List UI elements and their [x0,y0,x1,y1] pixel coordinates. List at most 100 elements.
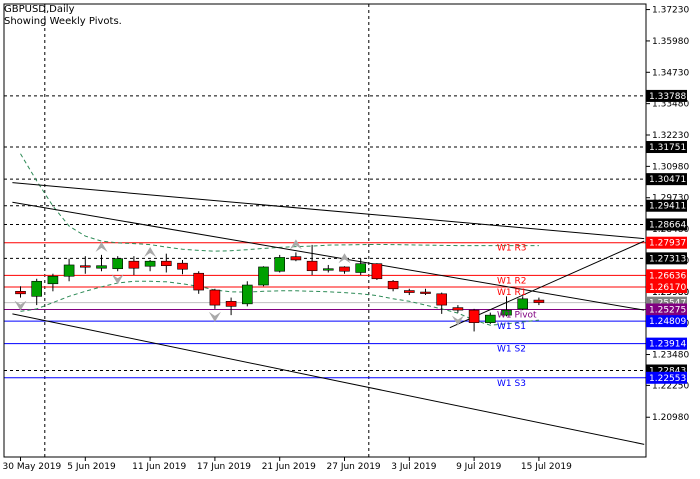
fractal-up-icon [95,241,108,252]
candle-body [80,265,91,268]
price-label-box [646,236,687,249]
candle-body [144,260,156,267]
candle-body [193,272,204,291]
candle-body [31,280,43,297]
price-label-box [646,89,687,102]
price-label-text: 1.23914 [649,340,686,350]
y-axis-tick-label: 1.29730 [652,194,689,204]
price-label-box [646,173,687,186]
trendline [12,201,645,311]
fractal-down-icon [14,300,27,311]
y-axis-tick-label: 1.30980 [652,162,689,172]
candle-body [242,284,253,305]
candle-body [371,263,383,280]
candle-body [112,258,123,270]
trendline [12,313,645,445]
pivot-label: W1 S1 [497,322,526,332]
price-label-text: 1.24809 [649,317,686,327]
candle-body [452,307,464,311]
y-axis-tick-label: 1.23480 [652,351,689,361]
price-label-box [646,337,687,350]
candle-body [47,275,59,285]
fractal-down-icon [451,315,464,326]
price-label-box [646,269,687,282]
pivot-label: W1 Pivot [497,310,537,320]
x-axis-tick-label: 17 Jun 2019 [197,462,251,472]
y-axis-tick-label: 1.22250 [652,381,689,391]
price-label-text: 1.27313 [649,254,686,264]
price-label-box [646,218,687,231]
price-label-box [646,141,687,154]
pivot-label: W1 R1 [497,288,526,298]
x-axis-tick-label: 11 Jun 2019 [132,462,186,472]
candle-body [161,260,172,267]
candle-body [177,262,188,270]
price-label-text: 1.29411 [649,202,686,212]
symbol-label: GBPUSD,Daily [4,4,75,15]
x-axis-tick-label: 30 May 2019 [3,462,62,472]
candle-body [517,298,529,310]
candle-body [258,266,269,286]
y-axis-tick-label: 1.34730 [652,68,689,78]
price-label-text: 1.33788 [649,92,686,102]
y-axis-tick-label: 1.33480 [652,100,689,110]
price-label-text: 1.26170 [649,283,686,293]
y-axis-tick-label: 1.37230 [652,6,689,16]
plot-layer: W1 R3 W1 R2 W1 R1 W1 Pivot W1 S1 W1 S2 W1 S3 [4,4,646,457]
price-label-box [646,252,687,265]
plot-area [4,4,646,457]
price-label-text: 1.31751 [649,143,686,153]
pivot-label: W1 S3 [497,379,526,389]
indicator-label: Showing Weekly Pivots. [4,16,122,27]
price-label-text: 1.22553 [649,374,686,384]
candle-body [468,309,480,323]
x-axis-tick-label: 5 Jun 2019 [67,462,116,472]
price-label-box [646,371,687,384]
fractal-up-icon [144,246,157,257]
candle-body [15,290,26,295]
y-axis-tick-label: 1.32230 [652,131,689,141]
price-label-box [646,315,687,328]
candle-body [387,280,399,290]
candle-body [96,265,107,269]
price-label-text: 1.30471 [649,175,686,185]
x-axis-tick-label: 21 Jun 2019 [262,462,316,472]
candle-body [420,291,431,294]
pivot-label: W1 R3 [497,244,526,254]
x-axis-tick-label: 9 Jul 2019 [456,462,501,472]
price-label-text: 1.22843 [649,366,686,376]
candle-body [484,314,496,323]
candle-body [63,264,75,277]
fractal-up-icon [289,239,302,250]
price-label-box [646,303,687,316]
x-axis-tick-label: 27 Jun 2019 [327,462,381,472]
candle-body [225,301,237,307]
candle-body [501,309,512,316]
chart-frame [3,3,647,458]
candle-body [403,290,415,293]
price-label-box [646,281,687,294]
fractal-up-icon [338,253,351,264]
trendline [449,240,645,329]
y-axis-tick-label: 1.20980 [652,413,689,423]
fractal-down-icon [111,274,124,285]
trendline [12,182,645,240]
candle-body [436,293,448,306]
price-label-text: 1.26636 [649,271,686,281]
candle-body [339,266,350,272]
x-axis-tick-label: 3 Jul 2019 [391,462,436,472]
pivot-label: W1 R2 [497,276,526,286]
candle-body [274,257,286,272]
price-label-text: 1.28664 [649,220,686,230]
pivot-label: W1 S2 [497,345,526,355]
price-label-text: 1.25275 [649,305,686,315]
candle-body [209,289,221,306]
candle-body [322,268,334,271]
y-axis-tick-label: 1.35980 [652,37,689,47]
candle-body [290,256,302,261]
candle-body [355,263,367,273]
price-label-text: 1.27937 [649,239,686,249]
candle-body [128,260,140,269]
